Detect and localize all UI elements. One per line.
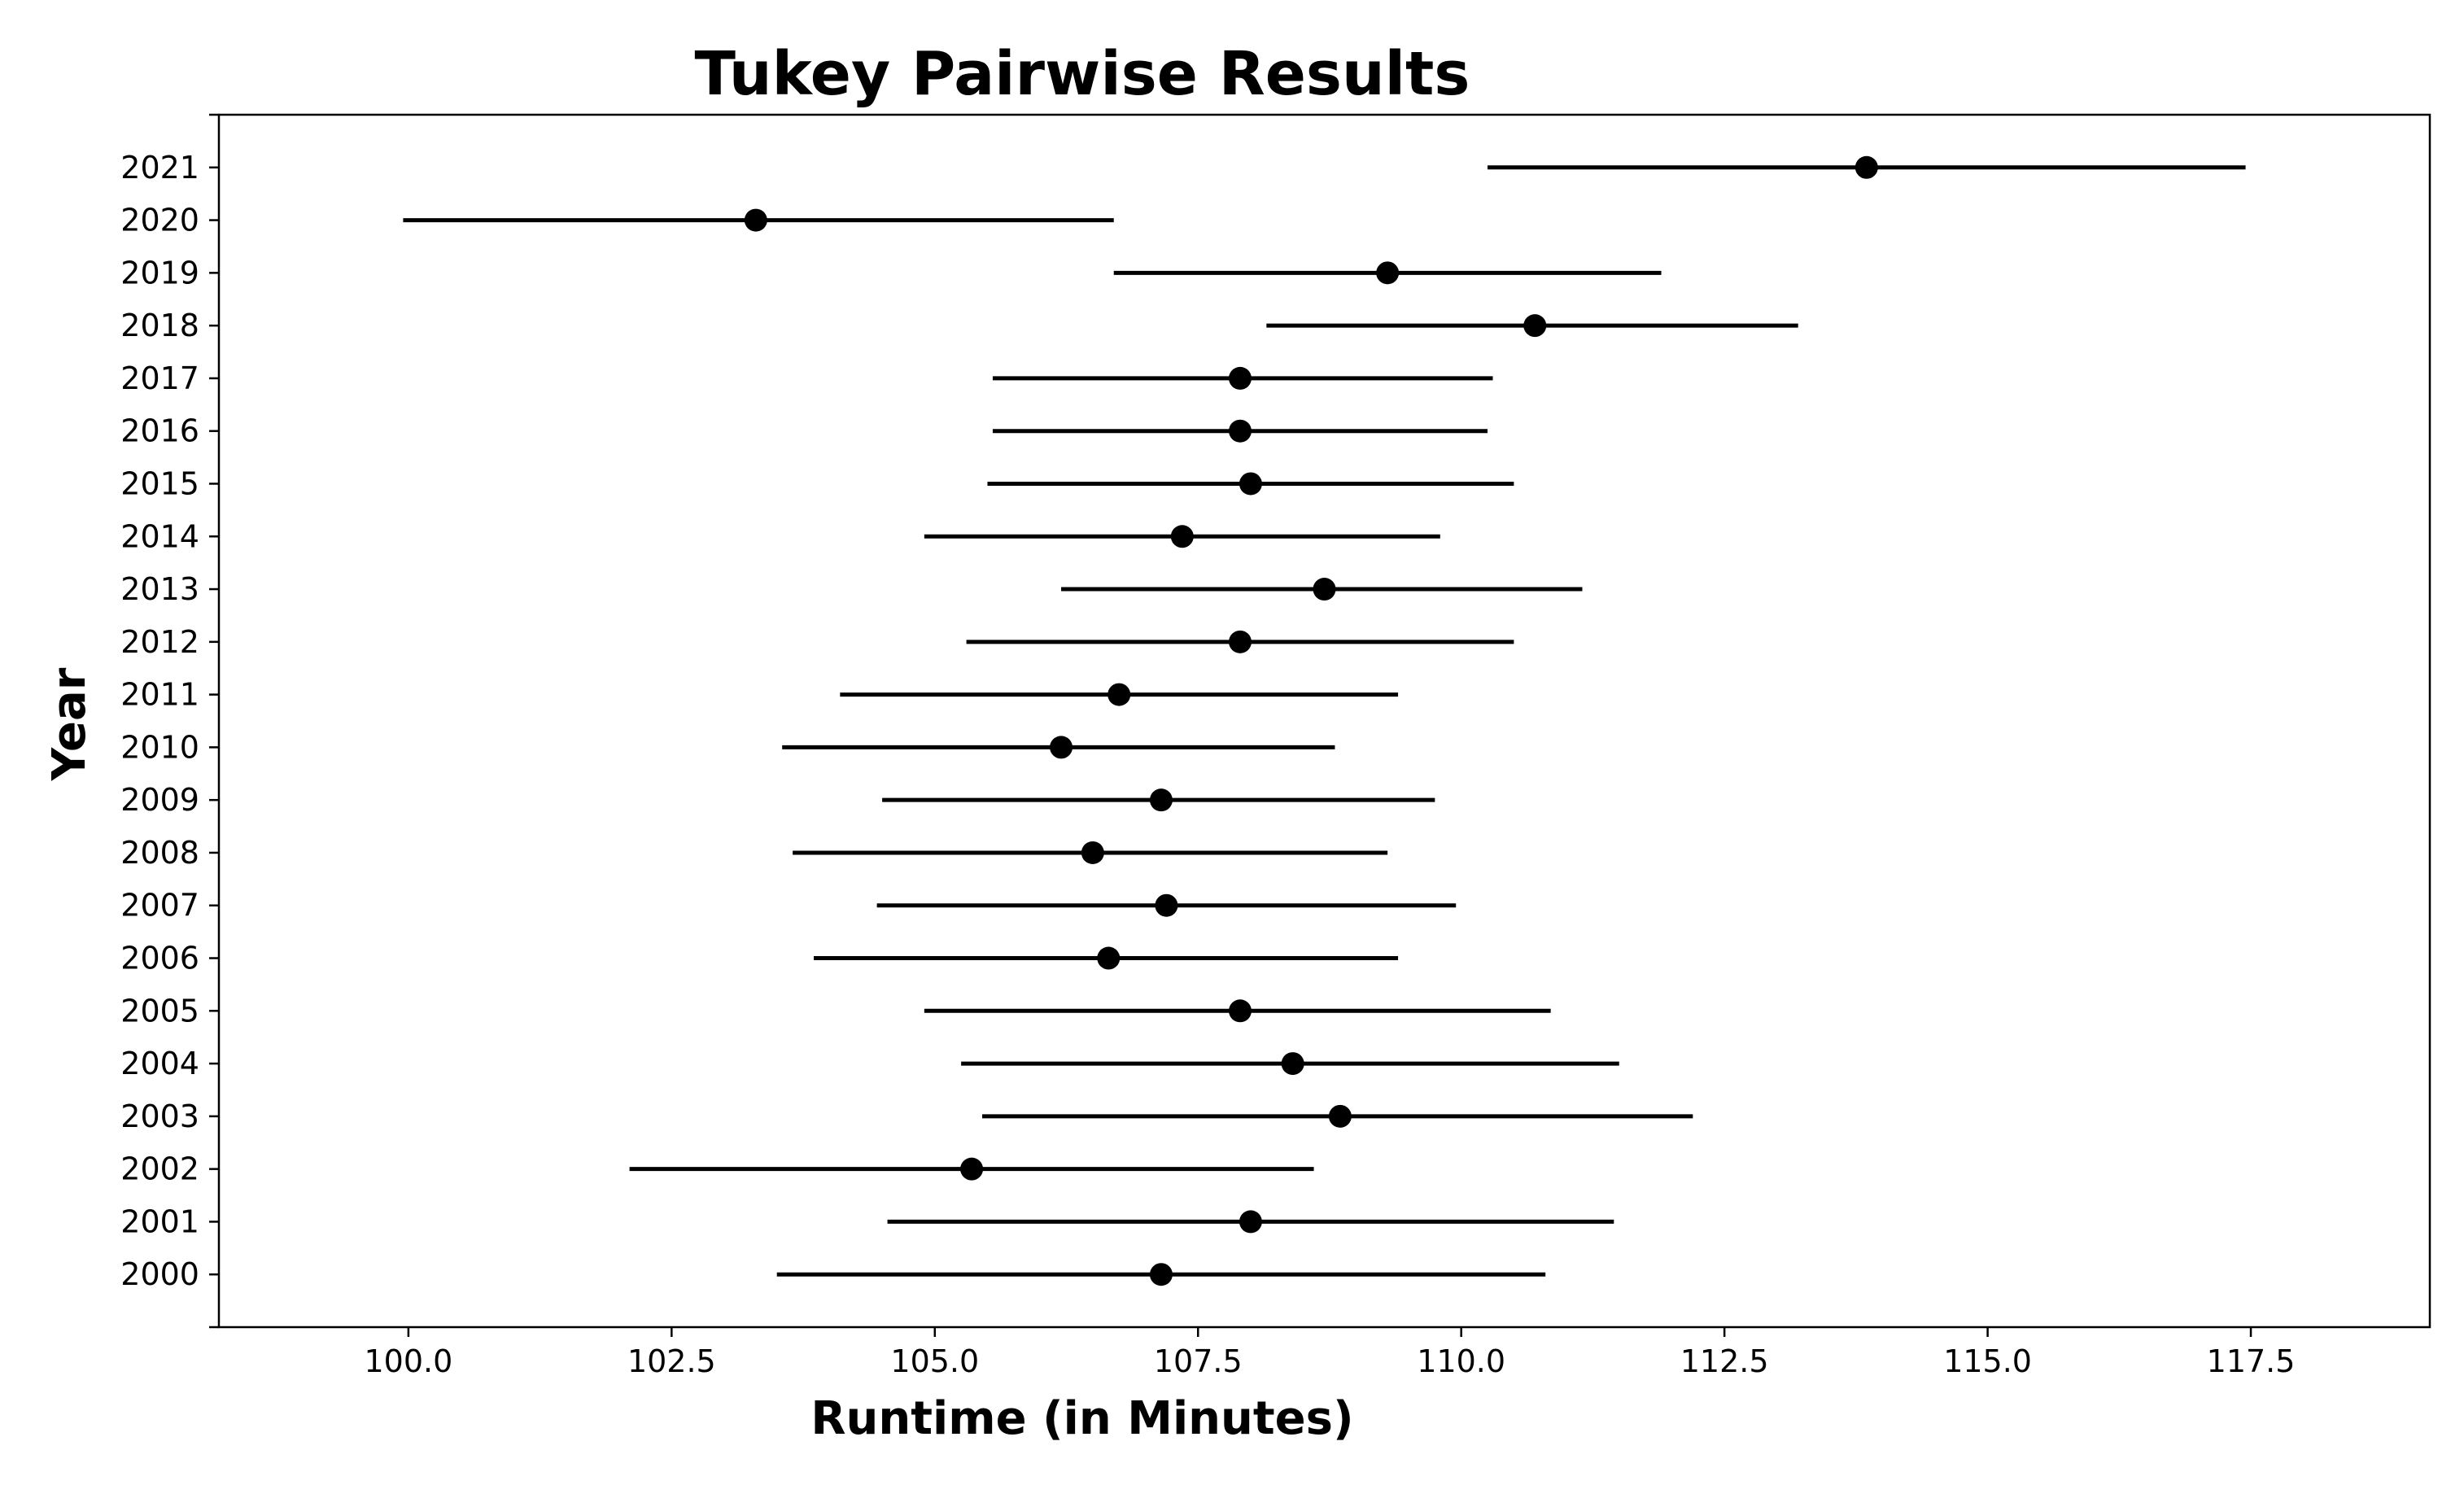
x-tick-label: 105.0 <box>890 1343 979 1379</box>
mean-point <box>1239 472 1262 496</box>
mean-point <box>1149 788 1173 812</box>
x-tick-label: 112.5 <box>1680 1343 1769 1379</box>
y-tick-label: 2019 <box>120 255 199 290</box>
x-tick-label: 100.0 <box>364 1343 452 1379</box>
y-tick-label: 2017 <box>120 360 199 396</box>
mean-point <box>1155 893 1178 917</box>
y-tick-label: 2001 <box>120 1203 199 1239</box>
x-tick-label: 102.5 <box>627 1343 716 1379</box>
x-axis: 100.0 102.5 105.0 107.5 110.0 112.5 115.0 117.5 <box>364 1327 2295 1379</box>
y-tick-label: 2012 <box>120 624 199 660</box>
mean-point <box>1313 578 1336 601</box>
mean-point <box>1081 841 1104 864</box>
x-tick-label: 117.5 <box>2207 1343 2296 1379</box>
x-axis-label: Runtime (in Minutes) <box>810 1392 1353 1445</box>
y-tick-label: 2013 <box>120 571 199 607</box>
mean-point <box>1228 630 1252 653</box>
mean-point <box>1855 155 1878 179</box>
mean-point <box>1149 1263 1173 1286</box>
y-tick-label: 2008 <box>120 835 199 871</box>
y-tick-label: 2010 <box>120 729 199 765</box>
mean-point <box>960 1157 984 1181</box>
chart-title: Tukey Pairwise Results <box>695 39 1470 109</box>
plot-frame <box>217 113 2431 1329</box>
y-tick-label: 2002 <box>120 1151 199 1187</box>
mean-point <box>1228 999 1252 1023</box>
y-tick-label: 2020 <box>120 203 199 238</box>
confidence-intervals <box>403 155 2246 1286</box>
x-tick-label: 115.0 <box>1943 1343 2032 1379</box>
y-tick-label: 2018 <box>120 308 199 343</box>
y-tick-label: 2011 <box>120 677 199 713</box>
y-axis-label: Year <box>43 667 96 781</box>
y-tick-label: 2014 <box>120 518 199 554</box>
y-axis: 2000 2001 2002 2003 2004 2005 2006 2007 2008 2009… <box>120 113 219 1329</box>
y-tick-label: 2003 <box>120 1098 199 1134</box>
y-tick-label: 2004 <box>120 1046 199 1081</box>
y-tick-label: 2005 <box>120 993 199 1029</box>
mean-point <box>1376 261 1400 285</box>
mean-point <box>1239 1210 1262 1234</box>
mean-point <box>1328 1104 1352 1128</box>
y-tick-label: 2015 <box>120 465 199 501</box>
mean-point <box>1228 419 1252 443</box>
mean-point <box>1281 1052 1304 1076</box>
mean-point <box>1050 736 1073 759</box>
y-tick-label: 2021 <box>120 150 199 186</box>
mean-point <box>1523 314 1547 338</box>
mean-point <box>1097 946 1121 970</box>
y-tick-label: 2007 <box>120 888 199 924</box>
y-tick-label: 2009 <box>120 782 199 818</box>
mean-point <box>1228 366 1252 390</box>
mean-point <box>1107 683 1131 706</box>
x-tick-label: 107.5 <box>1154 1343 1243 1379</box>
mean-point <box>1170 525 1194 548</box>
y-tick-label: 2000 <box>120 1256 199 1292</box>
y-tick-label: 2016 <box>120 413 199 449</box>
mean-point <box>744 208 767 232</box>
x-tick-label: 110.0 <box>1417 1343 1505 1379</box>
y-tick-label: 2006 <box>120 941 199 976</box>
